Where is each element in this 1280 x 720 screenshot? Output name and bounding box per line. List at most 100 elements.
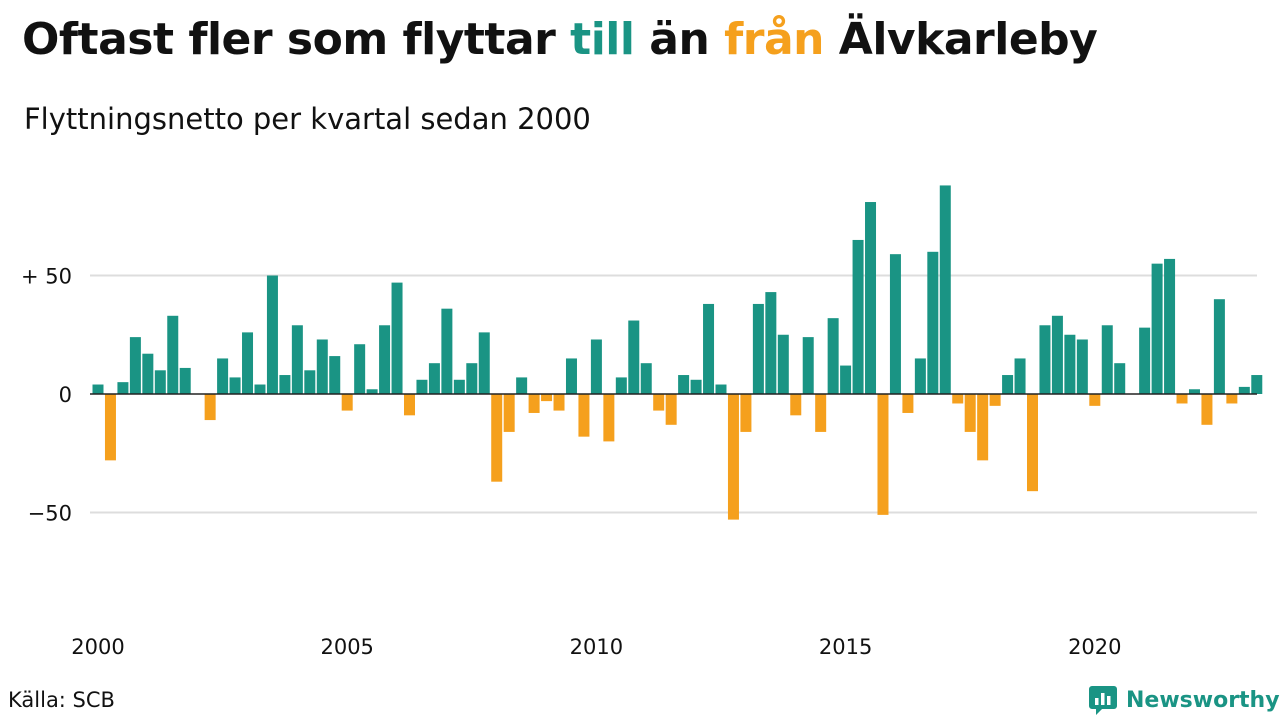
bar — [279, 375, 291, 394]
bar — [1101, 325, 1113, 394]
bar — [329, 356, 341, 394]
y-tick-label: + 50 — [21, 265, 72, 289]
x-tick-label: 2005 — [320, 635, 373, 659]
bar — [628, 320, 640, 394]
bar — [840, 365, 852, 394]
bar — [715, 384, 727, 394]
bar — [266, 275, 278, 394]
bars — [92, 185, 1263, 520]
bar — [104, 394, 116, 461]
bar — [291, 325, 303, 394]
bar — [1076, 339, 1088, 394]
bar — [366, 389, 378, 394]
bar-chart: + 50 0 −50 2000 2005 2010 2015 2020 — [21, 185, 1263, 659]
bar — [341, 394, 353, 411]
bar — [790, 394, 802, 416]
source-note: Källa: SCB — [8, 688, 115, 712]
bar — [391, 282, 403, 394]
bar — [665, 394, 677, 425]
bar — [204, 394, 216, 421]
bar — [1164, 258, 1176, 394]
bar — [678, 375, 690, 394]
x-tick-label: 2010 — [570, 635, 623, 659]
bar — [229, 377, 241, 394]
title-highlight-till: till — [570, 14, 635, 65]
x-tick-label: 2000 — [71, 635, 124, 659]
bar — [914, 358, 926, 394]
bar — [1027, 394, 1038, 492]
bar — [117, 382, 129, 394]
bar — [242, 332, 254, 394]
y-tick-label: −50 — [28, 502, 72, 526]
bar — [1201, 394, 1213, 425]
bar — [952, 394, 964, 404]
title-part-2: än — [634, 14, 725, 65]
bar — [939, 185, 951, 394]
bar — [541, 394, 553, 402]
bar — [179, 367, 191, 394]
brand-logo: Newsworthy — [1088, 684, 1280, 716]
bar — [902, 394, 914, 413]
bar — [1226, 394, 1238, 404]
title-part-1: Oftast fler som flyttar — [22, 14, 571, 65]
chart-title: Oftast fler som flyttar till än från Älv… — [22, 14, 1098, 65]
y-axis-ticks: + 50 0 −50 — [21, 265, 72, 526]
bar — [727, 394, 739, 520]
bar — [254, 384, 266, 394]
bar — [578, 394, 590, 437]
bar — [1139, 327, 1151, 394]
bar — [1238, 386, 1250, 394]
bar — [154, 370, 166, 394]
bar — [690, 379, 702, 394]
x-tick-label: 2015 — [819, 635, 872, 659]
bar — [516, 377, 528, 394]
bar — [553, 394, 565, 411]
bar — [379, 325, 391, 394]
bar — [565, 358, 577, 394]
bar — [603, 394, 615, 442]
bar — [740, 394, 752, 432]
bar — [640, 363, 652, 394]
bar — [304, 370, 316, 394]
bar — [1114, 363, 1126, 394]
bar — [590, 339, 602, 394]
bar — [453, 379, 465, 394]
newsworthy-chart-logo-icon — [1089, 686, 1117, 715]
bar — [877, 394, 889, 515]
bar — [1176, 394, 1188, 404]
bar — [1064, 334, 1076, 394]
bar — [865, 202, 877, 394]
bar — [354, 344, 366, 394]
bar — [1213, 299, 1225, 394]
bar — [167, 315, 179, 394]
bar — [428, 363, 440, 394]
title-highlight-fran: från — [724, 14, 824, 65]
bar — [1251, 375, 1263, 394]
bar — [1089, 394, 1101, 406]
brand-name: Newsworthy — [1126, 687, 1280, 713]
bar — [404, 394, 415, 416]
bar — [1188, 389, 1200, 394]
bar — [802, 337, 814, 394]
bar — [889, 254, 901, 394]
bar — [1002, 375, 1014, 394]
bar — [653, 394, 665, 411]
bar — [217, 358, 229, 394]
bar — [491, 394, 503, 482]
bar — [989, 394, 1001, 406]
bar — [316, 339, 328, 394]
title-part-3: Älvkarleby — [823, 14, 1098, 65]
chart-subtitle: Flyttningsnetto per kvartal sedan 2000 — [24, 102, 591, 136]
bar — [1014, 358, 1026, 394]
bar — [765, 292, 777, 394]
x-tick-label: 2020 — [1068, 635, 1121, 659]
x-axis-ticks: 2000 2005 2010 2015 2020 — [71, 635, 1121, 659]
bar — [852, 239, 864, 394]
bar — [964, 394, 976, 432]
bar — [1051, 315, 1063, 394]
y-tick-label: 0 — [59, 383, 72, 407]
bar — [441, 308, 453, 394]
bar — [1039, 325, 1051, 394]
bar — [752, 303, 764, 394]
bar — [92, 384, 104, 394]
